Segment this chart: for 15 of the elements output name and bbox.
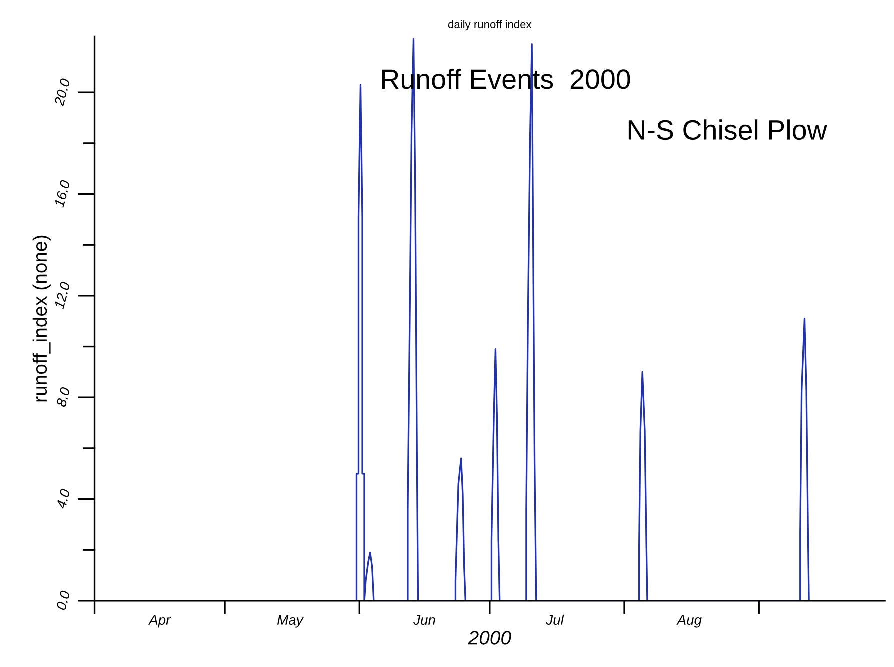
x-tick-label: May bbox=[277, 615, 304, 628]
annotation: N-S Chisel Plow bbox=[628, 120, 828, 140]
y-tick-label: 0.0 bbox=[56, 590, 71, 611]
y-tick-label: 20.0 bbox=[54, 78, 71, 107]
y-tick-label: 16.0 bbox=[54, 180, 71, 208]
chart-title: daily runoff index bbox=[448, 20, 532, 31]
x-tick-label: Jun bbox=[414, 615, 436, 626]
x-axis-title: 2000 bbox=[468, 631, 512, 645]
x-tick-label: Jul bbox=[546, 614, 564, 626]
y-tick-label: 12.0 bbox=[54, 281, 71, 310]
x-tick-label: Aug bbox=[676, 615, 702, 628]
y-tick-label: 8.0 bbox=[56, 386, 71, 408]
y-axis-title: runoff_index (none) bbox=[32, 236, 51, 402]
x-tick-label: Apr bbox=[148, 615, 172, 628]
y-tick-label: 4.0 bbox=[56, 488, 71, 510]
